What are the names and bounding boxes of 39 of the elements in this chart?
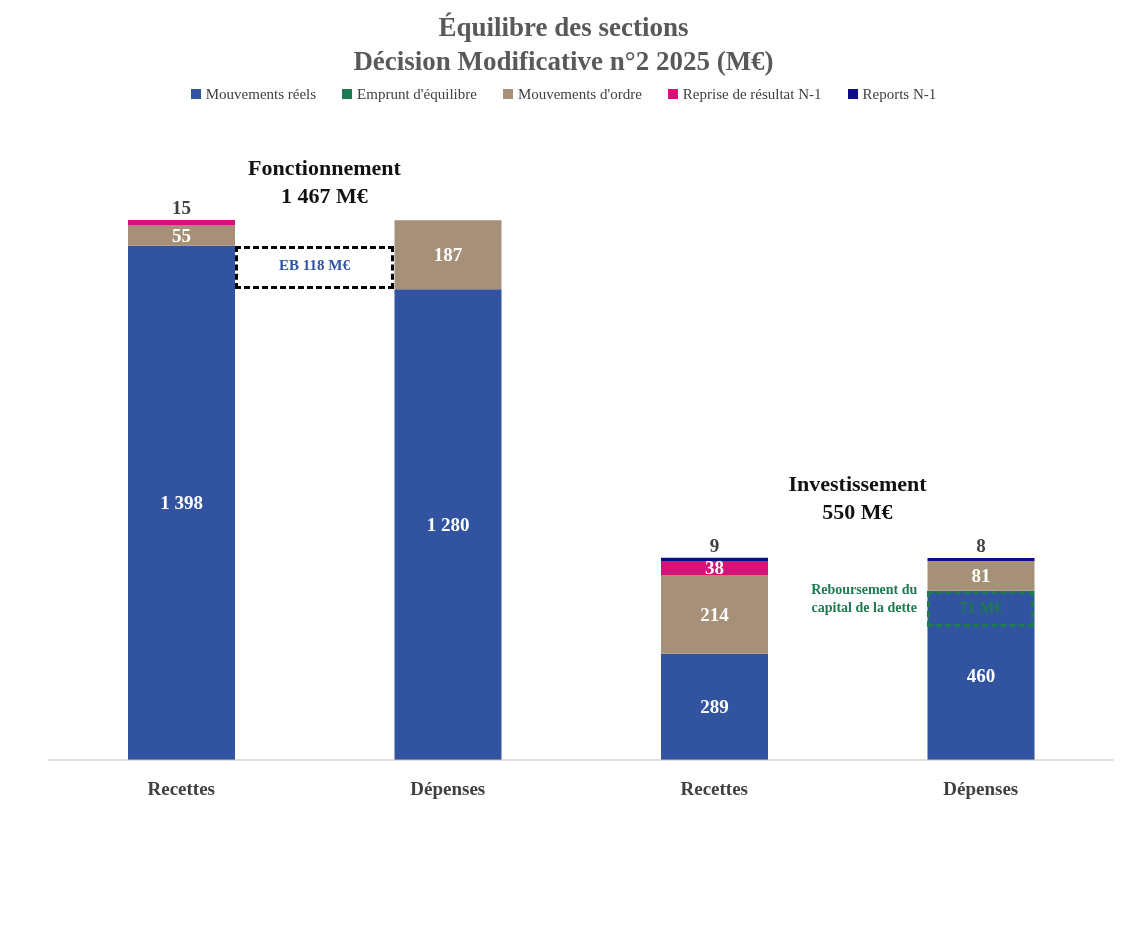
- x-tick-label: Dépenses: [410, 778, 486, 800]
- data-label: 289: [700, 696, 729, 718]
- bar: [128, 245, 235, 760]
- chart-subtitle: Décision Modificative n°2 2025 (M€): [352, 45, 775, 78]
- bar: [927, 558, 1035, 561]
- legend-label: Emprunt d'équilibre: [356, 85, 477, 103]
- chart-title: Équilibre des sections: [437, 11, 690, 44]
- data-label: 9: [709, 534, 720, 556]
- annotation: Reboursement du capital de la dette: [810, 580, 919, 617]
- legend-label: Reports N-1: [861, 85, 937, 103]
- legend-label: Mouvements réels: [204, 85, 317, 103]
- data-label: 15: [172, 197, 191, 218]
- annotation: EB 118 M€: [278, 257, 351, 275]
- bar: [128, 220, 235, 226]
- annotation: 71 M€: [958, 598, 1004, 617]
- annotation: Investissement 550 M€: [787, 469, 928, 526]
- data-label: 81: [971, 565, 991, 587]
- bar: [128, 225, 235, 246]
- data-label: 460: [966, 664, 996, 686]
- data-label: 55: [172, 225, 191, 247]
- bar: [394, 289, 502, 760]
- bar: [661, 574, 768, 654]
- bar: [394, 220, 502, 290]
- data-label: 38: [705, 557, 724, 579]
- data-label: 8: [976, 535, 986, 557]
- x-tick-label: Dépenses: [943, 778, 1019, 800]
- legend-label: Mouvements d'ordre: [516, 85, 642, 103]
- data-label: 187: [433, 244, 463, 266]
- bar: [927, 590, 1035, 760]
- x-tick-label: Recettes: [147, 778, 216, 800]
- bar: [661, 557, 768, 561]
- text: Fonctionnement 1 467 M€: [247, 154, 402, 210]
- data-label: 214: [700, 603, 730, 625]
- bar: [927, 560, 1035, 591]
- x-tick-label: Recettes: [680, 778, 749, 800]
- legend-label: Reprise de résultat N-1: [681, 85, 822, 103]
- bar: [661, 653, 768, 760]
- data-label: 1 398: [160, 492, 203, 514]
- data-label: 1 280: [426, 514, 470, 536]
